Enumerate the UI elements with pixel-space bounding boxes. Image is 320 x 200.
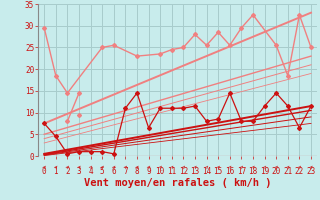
X-axis label: Vent moyen/en rafales ( km/h ): Vent moyen/en rafales ( km/h ) <box>84 178 271 188</box>
